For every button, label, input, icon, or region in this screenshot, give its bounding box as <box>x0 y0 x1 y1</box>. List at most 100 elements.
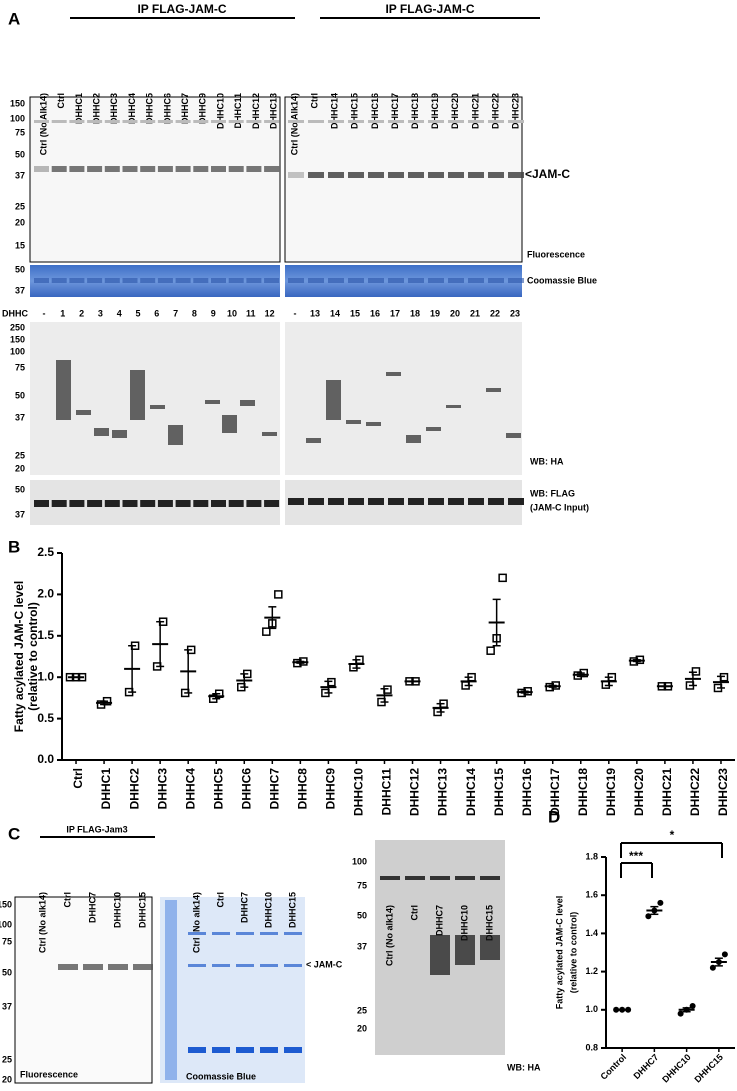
mw-marker: 20 <box>15 463 25 473</box>
lane-label: DHHC3 <box>109 93 119 124</box>
point <box>130 641 140 650</box>
band <box>508 278 524 283</box>
point <box>486 646 495 655</box>
band <box>260 1047 278 1053</box>
band <box>405 876 425 880</box>
lane-label: DHHC9 <box>198 93 208 124</box>
y-tick-label: 1.0 <box>585 1004 598 1014</box>
band <box>188 1047 206 1053</box>
blot-label: WB: FLAG <box>530 488 575 498</box>
band <box>140 278 156 283</box>
mw-marker: 37 <box>15 412 25 422</box>
point <box>715 959 722 966</box>
lane-label: Ctrl (No Alk14) <box>289 93 299 155</box>
point <box>579 668 589 678</box>
band <box>264 278 280 283</box>
mw-marker: 100 <box>10 113 25 123</box>
lane-label: DHHC4 <box>127 93 137 124</box>
band <box>306 438 321 443</box>
band <box>246 278 262 283</box>
band-label: < JAM-C <box>306 959 343 969</box>
band <box>236 932 254 935</box>
point <box>349 663 358 672</box>
mw-marker: 50 <box>15 484 25 494</box>
lane-label: DHHC7 <box>239 892 249 923</box>
band <box>488 278 504 283</box>
lane-label: DHHC7 <box>267 768 281 810</box>
band <box>240 400 255 406</box>
lane-number: 17 <box>390 308 400 318</box>
lane-number: 16 <box>370 308 380 318</box>
point <box>461 681 470 690</box>
lane-label: Ctrl (No alk14) <box>37 892 47 953</box>
band <box>51 500 67 507</box>
y-tick-label: 0.0 <box>37 752 54 766</box>
point <box>152 662 162 671</box>
band <box>486 388 501 392</box>
lane-label: DHHC6 <box>162 93 172 124</box>
point <box>214 689 224 699</box>
lane-label: DHHC15 <box>137 892 147 928</box>
band <box>408 172 424 178</box>
point <box>405 677 414 686</box>
point <box>677 1010 684 1017</box>
band <box>448 172 464 178</box>
lane-number: 23 <box>510 308 520 318</box>
point <box>65 672 75 682</box>
band <box>212 932 230 935</box>
band <box>122 166 138 172</box>
point <box>657 899 664 906</box>
point <box>498 573 507 583</box>
band <box>264 500 280 507</box>
lane-label: DHHC7 <box>87 892 97 923</box>
point <box>607 672 617 682</box>
lane-label: DHHC10 <box>215 93 225 129</box>
band <box>34 166 49 172</box>
band <box>193 278 209 283</box>
point <box>651 907 658 914</box>
mw-marker: 37 <box>15 509 25 519</box>
band <box>408 120 424 123</box>
band <box>56 360 71 420</box>
band <box>188 932 206 935</box>
lane-label: DHHC13 <box>268 93 278 129</box>
band <box>446 405 461 408</box>
lane-label: DHHC22 <box>688 768 702 816</box>
mw-marker: 25 <box>15 450 25 460</box>
point <box>613 1006 620 1013</box>
band <box>211 166 226 172</box>
lane-label: DHHC17 <box>548 768 562 816</box>
point <box>77 672 87 682</box>
y-tick-label: 2.5 <box>37 545 54 559</box>
y-tick-label: 0.8 <box>585 1042 598 1052</box>
band <box>228 278 244 283</box>
lane-number: 9 <box>211 308 216 318</box>
band <box>380 876 400 880</box>
band <box>112 430 127 438</box>
ip-label: IP FLAG-Jam3 <box>66 824 127 834</box>
lane-label: DHHC12 <box>408 768 422 816</box>
point <box>262 627 271 636</box>
point <box>71 672 81 682</box>
band <box>205 400 220 404</box>
mw-marker: 20 <box>15 217 25 227</box>
band <box>348 120 364 123</box>
band <box>175 166 191 172</box>
panel-letter: B <box>8 537 20 556</box>
mw-marker: 37 <box>357 941 367 951</box>
lane-number: 22 <box>490 308 500 318</box>
band <box>104 120 120 123</box>
lane-number: 5 <box>135 308 140 318</box>
band <box>260 932 278 935</box>
lane-label: DHHC1 <box>99 768 113 810</box>
panel-letter: D <box>548 807 560 826</box>
point <box>719 672 729 682</box>
lane-label: Ctrl <box>215 892 225 908</box>
point <box>683 1006 690 1013</box>
point <box>721 951 728 958</box>
point <box>551 681 560 690</box>
band <box>211 500 226 507</box>
band <box>175 500 191 507</box>
lane-label: DHHC3 <box>155 768 169 810</box>
lane-label: DHHC2 <box>91 93 101 124</box>
